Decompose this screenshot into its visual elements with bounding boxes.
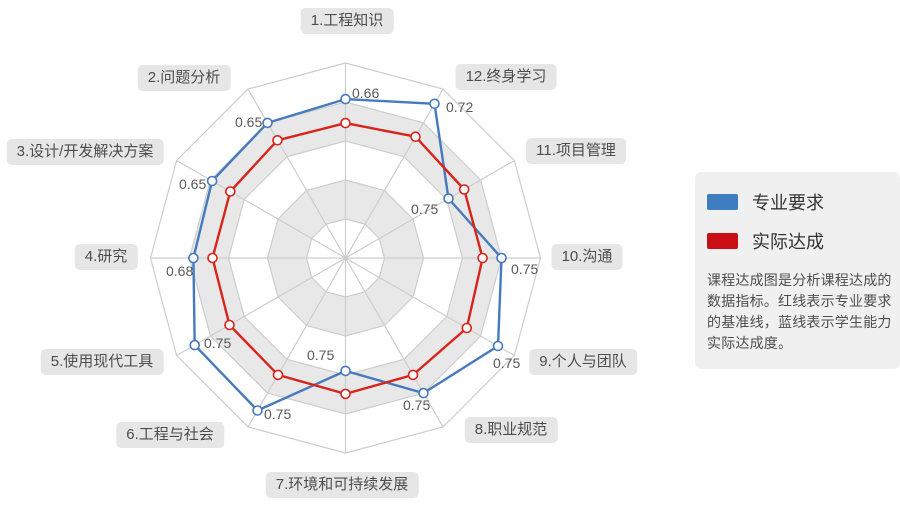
legend-item-actual-attainment[interactable]: 实际达成 [707, 228, 892, 254]
data-point-red[interactable] [407, 369, 419, 381]
data-point-red[interactable] [225, 186, 236, 197]
data-point-red[interactable] [340, 388, 351, 400]
radar-chart: 0.66 0.65 0.65 0.68 0.75 0.75 0.75 0.75 0.75 0.75… [149, 62, 542, 454]
data-point-blue[interactable] [188, 252, 199, 264]
axis-label-pill-7: 7.环境和可持续发展 [265, 472, 419, 498]
legend: 专业要求 实际达成 [707, 189, 892, 254]
value-label: 0.75 [403, 397, 430, 413]
radar-axis-line [176, 257, 346, 357]
radar-axis-line [344, 88, 444, 259]
value-label: 0.75 [511, 261, 538, 277]
data-point-red[interactable] [458, 184, 470, 195]
info-panel: 专业要求 实际达成 课程达成图是分析课程达成的数据指标。红线表示专业要求的基准线… [695, 172, 900, 369]
axis-label-pill-2: 2.问题分析 [137, 65, 231, 91]
data-point-blue[interactable] [206, 175, 218, 187]
data-point-red[interactable] [340, 117, 351, 129]
radar-axis-line [345, 159, 515, 259]
data-point-blue[interactable] [418, 387, 429, 399]
chart-description: 课程达成图是分析课程达成的数据指标。红线表示专业要求的基准线，蓝线表示学生能力实… [707, 272, 892, 351]
data-point-blue[interactable] [443, 193, 454, 204]
axis-label-pill-1: 1.工程知识 [300, 8, 394, 34]
axis-label-pill-3: 3.设计/开发解决方案 [6, 139, 164, 165]
axis-label-pill-5: 5.使用现代工具 [40, 349, 164, 375]
value-label: 0.75 [204, 335, 231, 351]
legend-item-professional-requirement[interactable]: 专业要求 [707, 189, 892, 215]
value-label: 0.75 [493, 355, 520, 371]
radar-axis-line [247, 257, 347, 428]
data-point-blue[interactable] [492, 340, 504, 352]
axis-label-pill-9: 9.个人与团队 [529, 349, 637, 375]
axis-label-pill-8: 8.职业规范 [464, 417, 558, 443]
data-point-red[interactable] [272, 369, 284, 381]
axis-label-pill-12: 12.终身学习 [455, 64, 557, 90]
value-label: 0.68 [166, 263, 193, 279]
axis-label-pill-10: 10.沟通 [551, 244, 623, 270]
data-point-red[interactable] [272, 135, 283, 146]
data-point-blue[interactable] [340, 93, 351, 105]
legend-label-actual-attainment: 实际达成 [752, 232, 824, 252]
value-label: 0.72 [446, 99, 473, 115]
axis-label-pill-6: 6.工程与社会 [116, 422, 224, 448]
legend-label-professional-requirement: 专业要求 [752, 193, 824, 213]
value-label: 0.65 [179, 176, 206, 192]
value-label: 0.75 [264, 406, 291, 422]
value-label: 0.66 [352, 85, 379, 101]
data-point-red[interactable] [410, 131, 421, 142]
data-point-red[interactable] [477, 252, 488, 264]
data-point-blue[interactable] [189, 339, 200, 351]
value-label: 0.75 [307, 347, 334, 363]
value-label: 0.65 [235, 114, 262, 130]
legend-swatch-blue [707, 194, 738, 210]
data-point-red[interactable] [224, 319, 235, 331]
data-point-blue[interactable] [262, 117, 273, 129]
radar-axis-line [176, 159, 346, 259]
data-point-blue[interactable] [340, 365, 351, 377]
radar-axis-line [344, 257, 444, 428]
radar-axis-line [247, 88, 347, 259]
axis-label-pill-11: 11.项目管理 [526, 138, 626, 164]
value-label: 0.75 [411, 201, 438, 217]
radar-chart-canvas: 0.66 0.65 0.65 0.68 0.75 0.75 0.75 0.75 0.75 0.75… [149, 62, 542, 454]
data-point-blue[interactable] [429, 98, 440, 110]
data-point-blue[interactable] [496, 252, 507, 264]
radar-axis-line [345, 257, 515, 357]
data-point-red[interactable] [461, 322, 473, 334]
axis-label-pill-4: 4.研究 [74, 244, 138, 270]
data-point-red[interactable] [207, 252, 218, 264]
legend-swatch-red [707, 233, 738, 249]
data-point-blue[interactable] [252, 405, 263, 416]
